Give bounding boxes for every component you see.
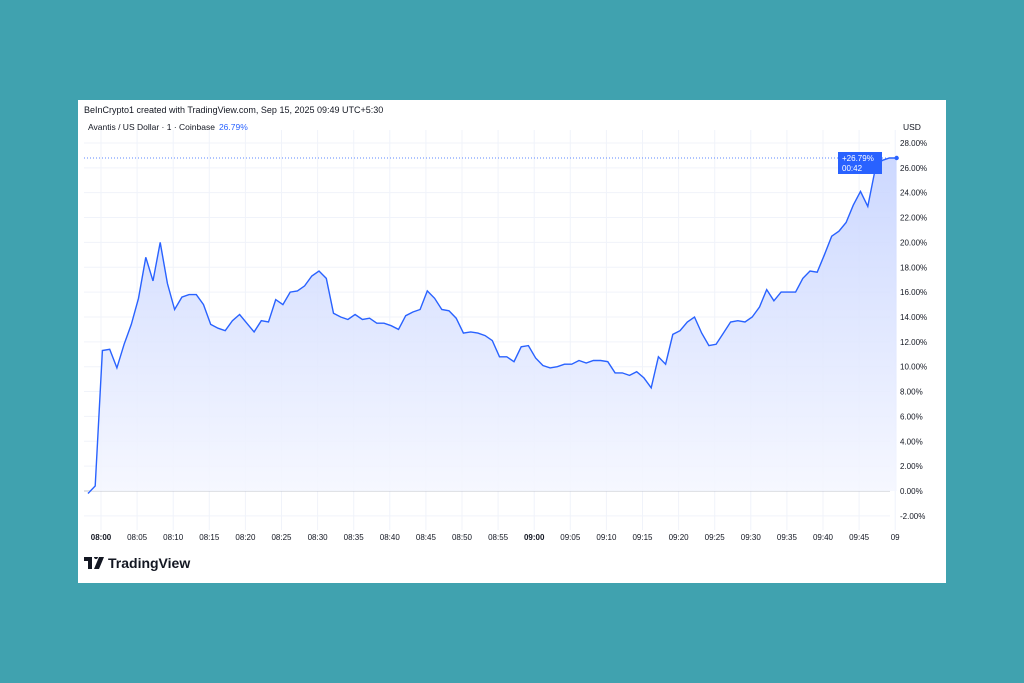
x-tick-label: 09:00 bbox=[524, 533, 545, 542]
chart-card: BeInCrypto1 created with TradingView.com… bbox=[78, 100, 946, 583]
x-tick-label: 09:20 bbox=[669, 533, 690, 542]
y-tick-label: 6.00% bbox=[900, 412, 923, 421]
tradingview-logo: TradingView bbox=[84, 555, 190, 571]
x-tick-label: 09:05 bbox=[560, 533, 581, 542]
y-tick-label: 20.00% bbox=[900, 238, 927, 247]
y-tick-label: 26.00% bbox=[900, 164, 927, 173]
logo-text: TradingView bbox=[108, 555, 191, 571]
x-tick-label: 08:35 bbox=[344, 533, 365, 542]
x-tick-label: 08:20 bbox=[235, 533, 256, 542]
y-tick-label: 2.00% bbox=[900, 462, 923, 471]
x-tick-label: 09:30 bbox=[741, 533, 762, 542]
y-tick-label: -2.00% bbox=[900, 512, 925, 521]
price-chart[interactable]: 28.00% 26.00% 24.00% 22.00% 20.00% 18.00% 16.0… bbox=[78, 100, 946, 583]
symbol-legend: Avantis / US Dollar · 1 · Coinbase 26.79% bbox=[88, 122, 248, 132]
last-price-label: +26.79% bbox=[842, 154, 874, 163]
x-tick-label: 08:00 bbox=[91, 533, 112, 542]
x-tick-label: 09:15 bbox=[632, 533, 653, 542]
x-tick-label: 08:40 bbox=[380, 533, 401, 542]
countdown-label: 00:42 bbox=[842, 164, 863, 173]
tradingview-logo-icon bbox=[84, 557, 104, 569]
x-tick-label: 08:10 bbox=[163, 533, 184, 542]
x-tick-label: 08:05 bbox=[127, 533, 148, 542]
y-tick-label: 24.00% bbox=[900, 189, 927, 198]
y-tick-label: 0.00% bbox=[900, 487, 923, 496]
change-value: 26.79% bbox=[218, 122, 248, 132]
last-price-badge bbox=[838, 152, 882, 175]
x-tick-label: 08:45 bbox=[416, 533, 437, 542]
x-tick-label: 08:50 bbox=[452, 533, 473, 542]
area-fill bbox=[88, 158, 897, 494]
y-tick-label: 18.00% bbox=[900, 263, 927, 272]
x-tick-label: 09:35 bbox=[777, 533, 798, 542]
y-tick-label: 10.00% bbox=[900, 363, 927, 372]
x-tick-label: 09:40 bbox=[813, 533, 834, 542]
y-tick-label: 16.00% bbox=[900, 288, 927, 297]
y-tick-label: 28.00% bbox=[900, 139, 927, 148]
x-tick-label: 08:15 bbox=[199, 533, 220, 542]
last-point bbox=[894, 155, 899, 161]
x-tick-label: 08:30 bbox=[308, 533, 329, 542]
price-line bbox=[87, 157, 897, 494]
y-tick-label: 14.00% bbox=[900, 313, 927, 322]
y-tick-label: 12.00% bbox=[900, 338, 927, 347]
x-tick-label: 09 bbox=[891, 533, 900, 542]
x-tick-label: 09:25 bbox=[705, 533, 726, 542]
currency-label[interactable]: USD bbox=[903, 122, 921, 132]
x-tick-label: 09:10 bbox=[596, 533, 617, 542]
x-tick-label: 08:55 bbox=[488, 533, 509, 542]
symbol-name: Avantis / US Dollar · 1 · Coinbase bbox=[88, 122, 215, 132]
x-tick-label: 09:45 bbox=[849, 533, 870, 542]
y-tick-label: 4.00% bbox=[900, 437, 923, 446]
x-tick-label: 08:25 bbox=[271, 533, 292, 542]
y-tick-label: 22.00% bbox=[900, 214, 927, 223]
credit-text: BeInCrypto1 created with TradingView.com… bbox=[84, 105, 384, 115]
y-tick-label: 8.00% bbox=[900, 388, 923, 397]
